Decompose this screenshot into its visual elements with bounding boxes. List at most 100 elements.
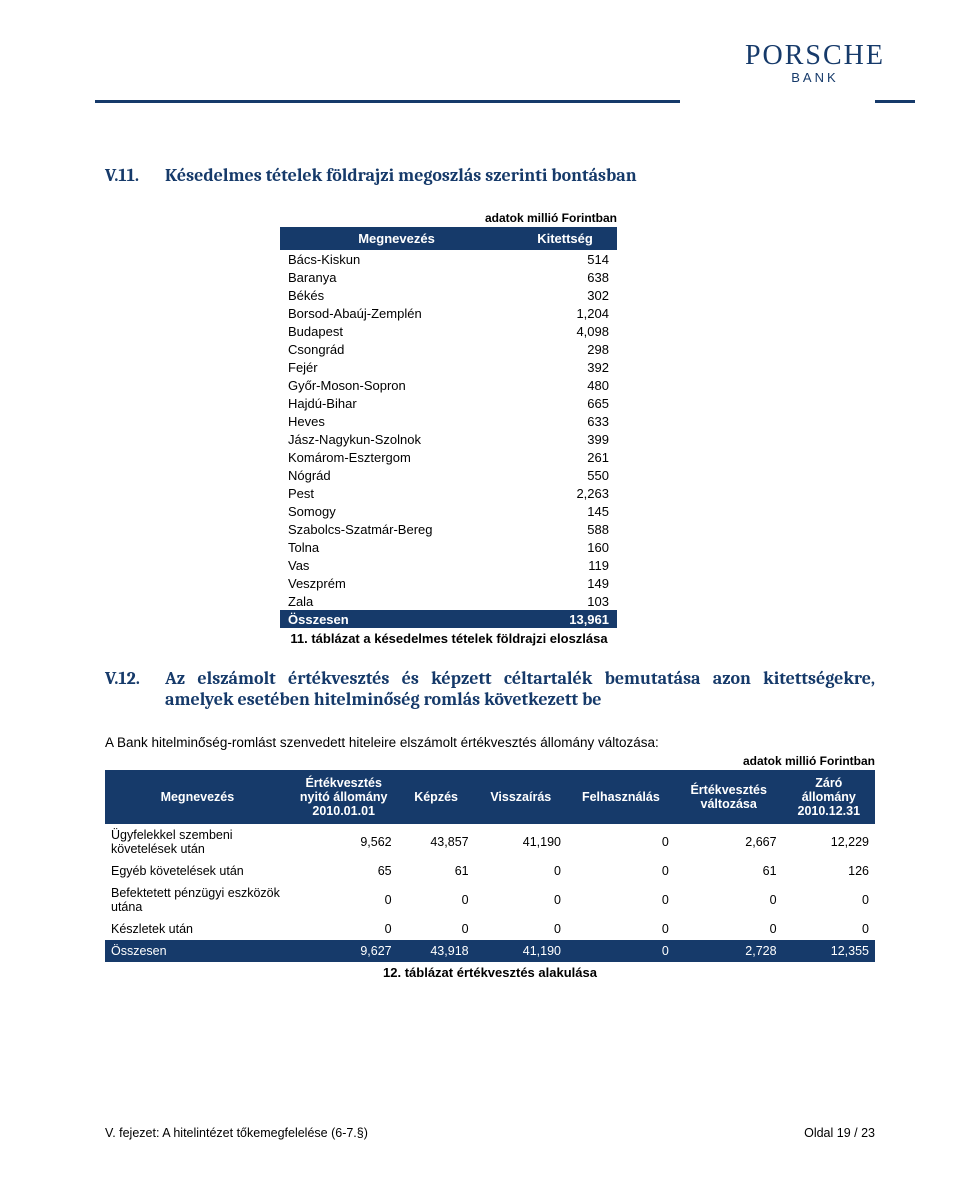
region-name: Veszprém — [280, 574, 513, 592]
exposure-value: 149 — [513, 574, 617, 592]
region-name: Heves — [280, 412, 513, 430]
cell-value: 0 — [567, 882, 675, 918]
logo: PORSCHE BANK — [745, 40, 885, 85]
section-number: V.12. — [105, 668, 165, 710]
table-row: Somogy145 — [280, 502, 617, 520]
row-label: Készletek után — [105, 918, 290, 940]
region-name: Bács-Kiskun — [280, 250, 513, 268]
region-name: Baranya — [280, 268, 513, 286]
cell-value: 0 — [290, 882, 398, 918]
table-row: Baranya638 — [280, 268, 617, 286]
exposure-value: 261 — [513, 448, 617, 466]
cell-value: 0 — [675, 918, 783, 940]
table-row: Nógrád550 — [280, 466, 617, 484]
total-value: 9,627 — [290, 940, 398, 962]
footer-chapter: V. fejezet: A hitelintézet tőkemegfelelé… — [105, 1126, 368, 1140]
region-name: Békés — [280, 286, 513, 304]
logo-sub: BANK — [745, 70, 885, 85]
table-total-row: Összesen9,62743,91841,19002,72812,355 — [105, 940, 875, 962]
exposure-value: 638 — [513, 268, 617, 286]
total-value: 13,961 — [513, 610, 617, 628]
cell-value: 0 — [475, 918, 567, 940]
paragraph: A Bank hitelminőség-romlást szenvedett h… — [105, 735, 875, 750]
page-footer: V. fejezet: A hitelintézet tőkemegfelelé… — [105, 1126, 875, 1140]
region-name: Fejér — [280, 358, 513, 376]
table-header: Megnevezés — [105, 770, 290, 824]
region-name: Pest — [280, 484, 513, 502]
total-value: 43,918 — [398, 940, 475, 962]
exposure-value: 480 — [513, 376, 617, 394]
table-row: Budapest4,098 — [280, 322, 617, 340]
table1-caption: 11. táblázat a késedelmes tételek földra… — [105, 631, 875, 646]
cell-value: 0 — [290, 918, 398, 940]
cell-value: 61 — [398, 860, 475, 882]
cell-value: 65 — [290, 860, 398, 882]
exposure-value: 160 — [513, 538, 617, 556]
cell-value: 126 — [783, 860, 875, 882]
table-row: Befektetett pénzügyi eszközök utána00000… — [105, 882, 875, 918]
region-name: Komárom-Esztergom — [280, 448, 513, 466]
cell-value: 0 — [783, 918, 875, 940]
row-label: Befektetett pénzügyi eszközök utána — [105, 882, 290, 918]
cell-value: 0 — [567, 860, 675, 882]
exposure-value: 103 — [513, 592, 617, 610]
section-number: V.11. — [105, 165, 165, 186]
exposure-value: 665 — [513, 394, 617, 412]
cell-value: 12,229 — [783, 824, 875, 860]
region-name: Szabolcs-Szatmár-Bereg — [280, 520, 513, 538]
region-name: Hajdú-Bihar — [280, 394, 513, 412]
table-header: Visszaírás — [475, 770, 567, 824]
table-row: Veszprém149 — [280, 574, 617, 592]
footer-page-number: Oldal 19 / 23 — [804, 1126, 875, 1140]
cell-value: 2,667 — [675, 824, 783, 860]
table-row: Ügyfelekkel szembeni követelések után9,5… — [105, 824, 875, 860]
region-name: Budapest — [280, 322, 513, 340]
table-row: Jász-Nagykun-Szolnok399 — [280, 430, 617, 448]
table-header: Megnevezés — [280, 227, 513, 250]
unit-note: adatok millió Forintban — [105, 211, 875, 225]
table-row: Szabolcs-Szatmár-Bereg588 — [280, 520, 617, 538]
table-header: Kitettség — [513, 227, 617, 250]
exposure-value: 633 — [513, 412, 617, 430]
table-row: Csongrád298 — [280, 340, 617, 358]
table2-caption: 12. táblázat értékvesztés alakulása — [105, 965, 875, 980]
exposure-value: 302 — [513, 286, 617, 304]
cell-value: 0 — [475, 882, 567, 918]
table-row: Győr-Moson-Sopron480 — [280, 376, 617, 394]
cell-value: 0 — [675, 882, 783, 918]
exposure-value: 399 — [513, 430, 617, 448]
exposure-value: 392 — [513, 358, 617, 376]
exposure-value: 4,098 — [513, 322, 617, 340]
total-label: Összesen — [105, 940, 290, 962]
cell-value: 0 — [398, 882, 475, 918]
cell-value: 0 — [567, 824, 675, 860]
cell-value: 9,562 — [290, 824, 398, 860]
exposure-value: 550 — [513, 466, 617, 484]
region-name: Csongrád — [280, 340, 513, 358]
section-v12-title: V.12. Az elszámolt értékvesztés és képze… — [105, 668, 875, 710]
table-header: Felhasználás — [567, 770, 675, 824]
region-name: Zala — [280, 592, 513, 610]
total-value: 0 — [567, 940, 675, 962]
header-rule-right — [875, 100, 915, 103]
table-header: Záró állomány 2010.12.31 — [783, 770, 875, 824]
region-name: Somogy — [280, 502, 513, 520]
row-label: Egyéb követelések után — [105, 860, 290, 882]
cell-value: 41,190 — [475, 824, 567, 860]
cell-value: 0 — [398, 918, 475, 940]
table-row: Heves633 — [280, 412, 617, 430]
row-label: Ügyfelekkel szembeni követelések után — [105, 824, 290, 860]
exposure-value: 119 — [513, 556, 617, 574]
unit-note: adatok millió Forintban — [105, 754, 875, 768]
table-header: Értékvesztés nyitó állomány 2010.01.01 — [290, 770, 398, 824]
table-row: Bács-Kiskun514 — [280, 250, 617, 268]
region-name: Tolna — [280, 538, 513, 556]
table-row: Fejér392 — [280, 358, 617, 376]
table-header: Értékvesztés változása — [675, 770, 783, 824]
region-name: Győr-Moson-Sopron — [280, 376, 513, 394]
section-heading: Az elszámolt értékvesztés és képzett cél… — [165, 668, 875, 710]
exposure-value: 588 — [513, 520, 617, 538]
table-row: Komárom-Esztergom261 — [280, 448, 617, 466]
header-rule — [95, 100, 680, 103]
cell-value: 0 — [567, 918, 675, 940]
